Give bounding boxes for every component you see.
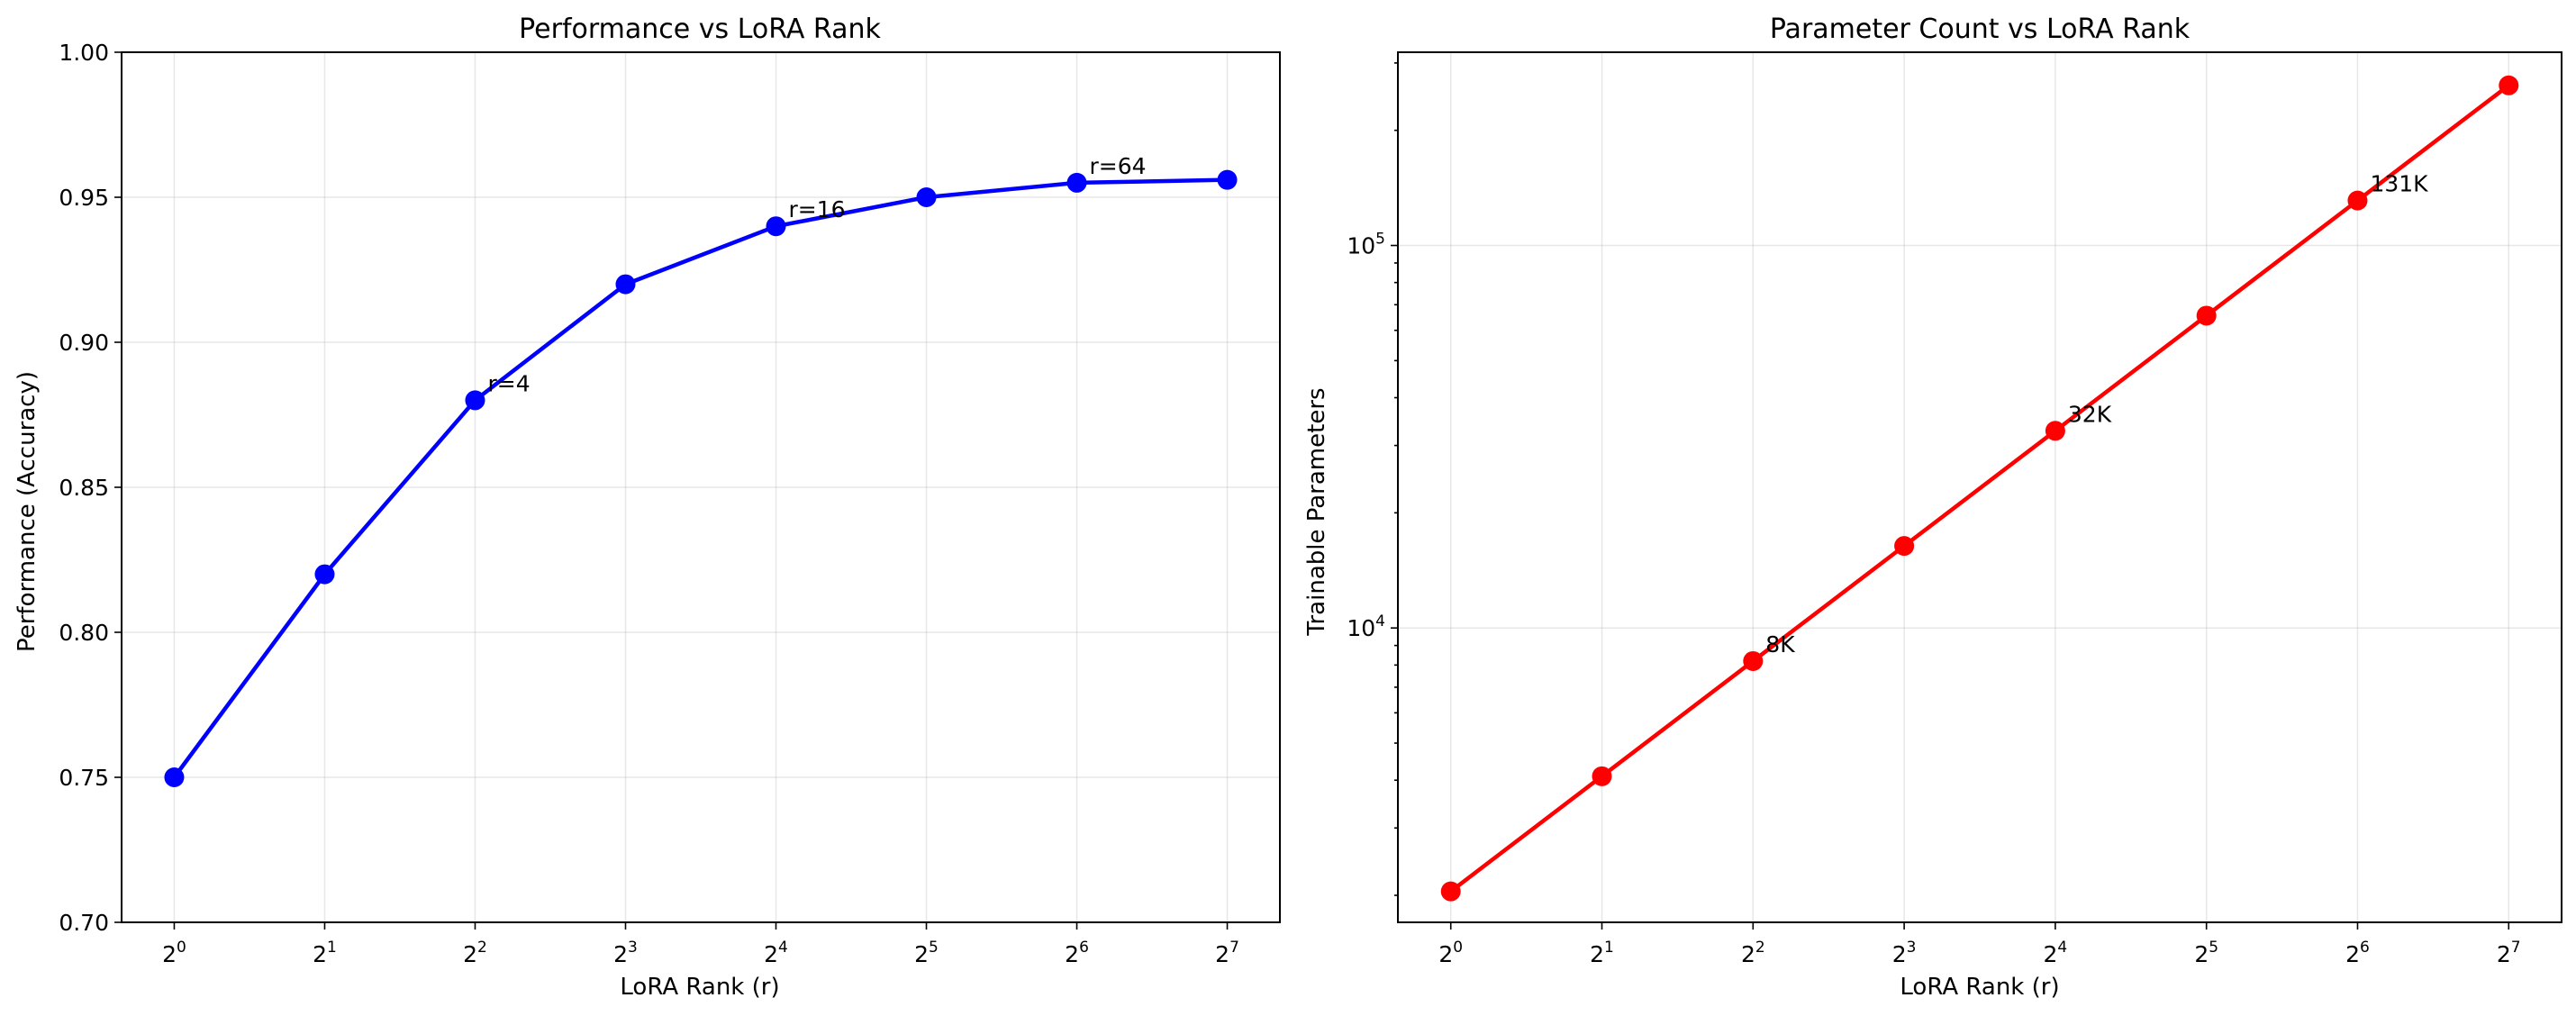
data-point xyxy=(2045,421,2065,441)
data-point xyxy=(615,274,636,295)
data-point xyxy=(1592,766,1612,786)
data-point xyxy=(1066,172,1087,193)
x-tick-label: 22 xyxy=(1741,939,1765,967)
x-tick-label: 20 xyxy=(162,939,186,967)
data-point xyxy=(2347,190,2368,211)
x-tick-label: 23 xyxy=(1892,939,1917,967)
x-tick-label: 26 xyxy=(2345,939,2370,967)
axes: 20 21 22 23 24 25 26 27 104 105 xyxy=(1347,51,2562,967)
y-axis-label: Performance (Accuracy) xyxy=(14,371,41,652)
y-tick-label: 0.95 xyxy=(59,185,109,211)
data-point xyxy=(1894,536,1915,557)
parameter-count-panel: Parameter Count vs LoRA Rank LoRA Rank (… xyxy=(1303,14,2562,1001)
x-tick-label: 21 xyxy=(313,939,337,967)
x-tick-label: 27 xyxy=(2497,939,2521,967)
y-tick-label: 1.00 xyxy=(59,40,109,66)
y-axis-label: Trainable Parameters xyxy=(1303,387,1330,636)
y-tick-label: 105 xyxy=(1347,231,1385,259)
data-point xyxy=(2196,305,2217,326)
y-tick-label: 0.70 xyxy=(59,910,109,936)
x-tick-label: 25 xyxy=(2194,939,2218,967)
point-annotation: 32K xyxy=(2068,401,2112,427)
axes: 20 21 22 23 24 25 26 27 0.70 0.75 0.80 0.85 0.90 0.95… xyxy=(59,40,1281,967)
x-tick-label: 25 xyxy=(914,939,939,967)
data-point xyxy=(1217,169,1238,190)
performance-panel: Performance vs LoRA Rank LoRA Rank (r) P… xyxy=(14,14,1281,1001)
x-tick-label: 26 xyxy=(1065,939,1089,967)
y-tick-label: 0.90 xyxy=(59,330,109,356)
series-line xyxy=(1449,83,2510,894)
y-tick-label: 0.85 xyxy=(59,475,109,501)
y-tick-label: 104 xyxy=(1347,612,1385,641)
x-tick-label: 20 xyxy=(1438,939,1463,967)
data-point xyxy=(465,390,485,411)
chart-title: Parameter Count vs LoRA Rank xyxy=(1770,14,2191,45)
x-tick-label: 22 xyxy=(463,939,487,967)
point-annotation: r=64 xyxy=(1090,153,1147,179)
data-point xyxy=(314,564,335,585)
point-annotation: 8K xyxy=(1765,631,1795,658)
data-point xyxy=(1440,881,1461,902)
x-tick-label: 23 xyxy=(613,939,638,967)
series-line xyxy=(172,177,1228,779)
plot-frame xyxy=(121,51,1281,923)
x-tick-label: 27 xyxy=(1215,939,1239,967)
x-axis-label: LoRA Rank (r) xyxy=(620,974,779,1001)
x-tick-label: 24 xyxy=(2044,939,2068,967)
chart-title: Performance vs LoRA Rank xyxy=(519,14,881,45)
point-annotation: r=16 xyxy=(789,196,846,222)
y-tick-label: 0.80 xyxy=(59,620,109,646)
point-annotation: 131K xyxy=(2370,171,2428,197)
point-annotation: r=4 xyxy=(487,370,530,396)
y-tick-label: 0.75 xyxy=(59,765,109,791)
plot-frame xyxy=(1397,51,2562,923)
data-point xyxy=(2499,75,2519,95)
x-axis-label: LoRA Rank (r) xyxy=(1900,974,2059,1001)
data-point xyxy=(164,767,185,787)
x-tick-label: 24 xyxy=(764,939,788,967)
data-point xyxy=(916,187,937,207)
data-point xyxy=(1743,650,1764,671)
x-tick-label: 21 xyxy=(1590,939,1614,967)
data-point xyxy=(766,216,786,237)
